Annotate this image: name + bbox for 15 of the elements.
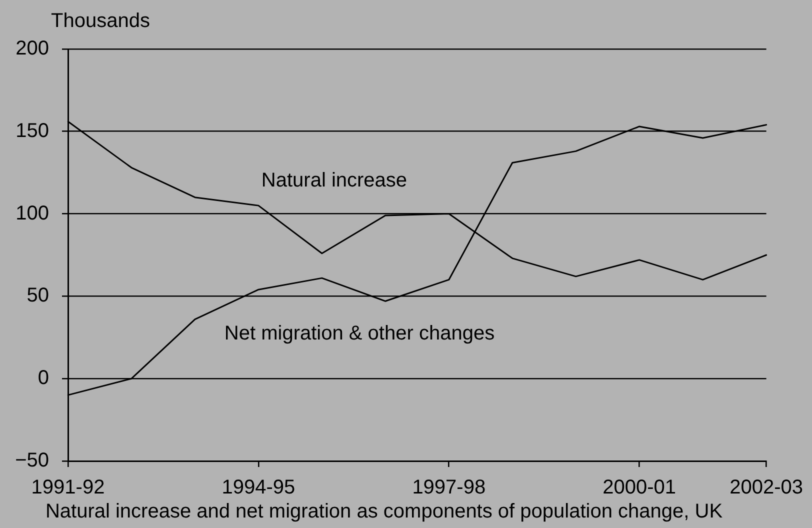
y-axis-title: Thousands — [51, 10, 150, 32]
x-tick-label: 2000-01 — [602, 476, 676, 499]
x-tick-label: 1994-95 — [222, 476, 296, 499]
x-tick-label: 1991-92 — [31, 476, 105, 499]
x-tick-label: 2002-03 — [730, 476, 804, 499]
series-label: Net migration & other changes — [224, 322, 495, 345]
y-tick-label: −50 — [15, 450, 49, 472]
y-tick-label: 50 — [26, 284, 49, 307]
y-tick-label: 200 — [16, 38, 49, 60]
y-tick-label: 0 — [38, 367, 49, 390]
x-tick-label: 1997-98 — [412, 476, 486, 499]
text: Natural increase and net migration as components of population change, UK — [45, 500, 724, 523]
series-label: Natural increase — [261, 169, 408, 192]
y-tick-label: 150 — [16, 120, 49, 142]
y-tick-label: 100 — [16, 202, 49, 224]
